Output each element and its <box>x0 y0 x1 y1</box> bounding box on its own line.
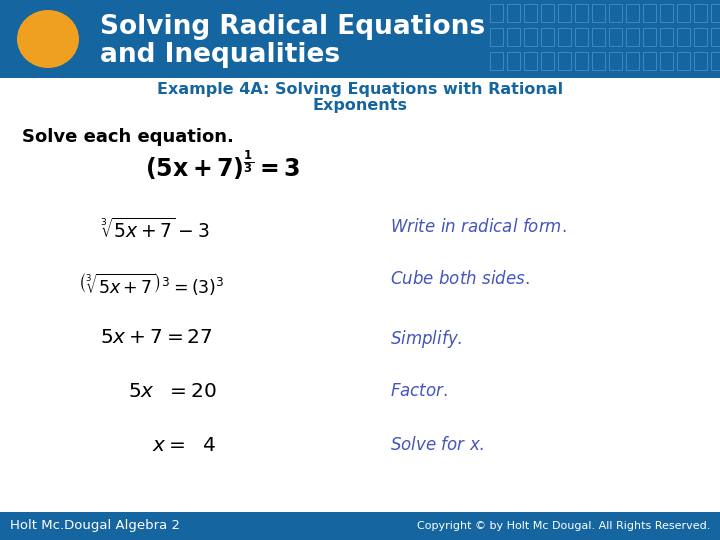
Text: $5x + 7 = 27$: $5x + 7 = 27$ <box>100 328 212 347</box>
Text: $5x\ \ = 20$: $5x\ \ = 20$ <box>128 382 217 401</box>
Text: $\mathit{Write\ in\ radical\ form.}$: $\mathit{Write\ in\ radical\ form.}$ <box>390 218 567 236</box>
Text: $\mathit{Simplify.}$: $\mathit{Simplify.}$ <box>390 328 462 350</box>
Text: Exponents: Exponents <box>312 98 408 113</box>
Text: Copyright © by Holt Mc Dougal. All Rights Reserved.: Copyright © by Holt Mc Dougal. All Right… <box>417 521 710 531</box>
Text: $\left(\sqrt[3]{5x+7}\right)^{3} = (3)^{3}$: $\left(\sqrt[3]{5x+7}\right)^{3} = (3)^{… <box>78 270 225 297</box>
Text: and Inequalities: and Inequalities <box>100 42 340 68</box>
Ellipse shape <box>17 10 79 68</box>
Text: $\mathit{Cube\ both\ sides.}$: $\mathit{Cube\ both\ sides.}$ <box>390 270 530 288</box>
Text: $x =\ \ 4$: $x =\ \ 4$ <box>152 436 216 455</box>
Text: Solving Radical Equations: Solving Radical Equations <box>100 14 485 40</box>
Text: Holt Mc.Dougal Algebra 2: Holt Mc.Dougal Algebra 2 <box>10 519 180 532</box>
Text: $\mathit{Solve\ for\ x.}$: $\mathit{Solve\ for\ x.}$ <box>390 436 485 454</box>
Text: Example 4A: Solving Equations with Rational: Example 4A: Solving Equations with Ratio… <box>157 82 563 97</box>
FancyBboxPatch shape <box>0 0 720 78</box>
Text: Solve each equation.: Solve each equation. <box>22 128 234 146</box>
Text: $\sqrt[3]{5x+7} - 3$: $\sqrt[3]{5x+7} - 3$ <box>100 218 210 242</box>
Text: $\mathit{Factor.}$: $\mathit{Factor.}$ <box>390 382 448 400</box>
Text: $\bf{(5x + 7)^{\frac{1}{3}} = 3}$: $\bf{(5x + 7)^{\frac{1}{3}} = 3}$ <box>145 148 300 181</box>
FancyBboxPatch shape <box>0 512 720 540</box>
